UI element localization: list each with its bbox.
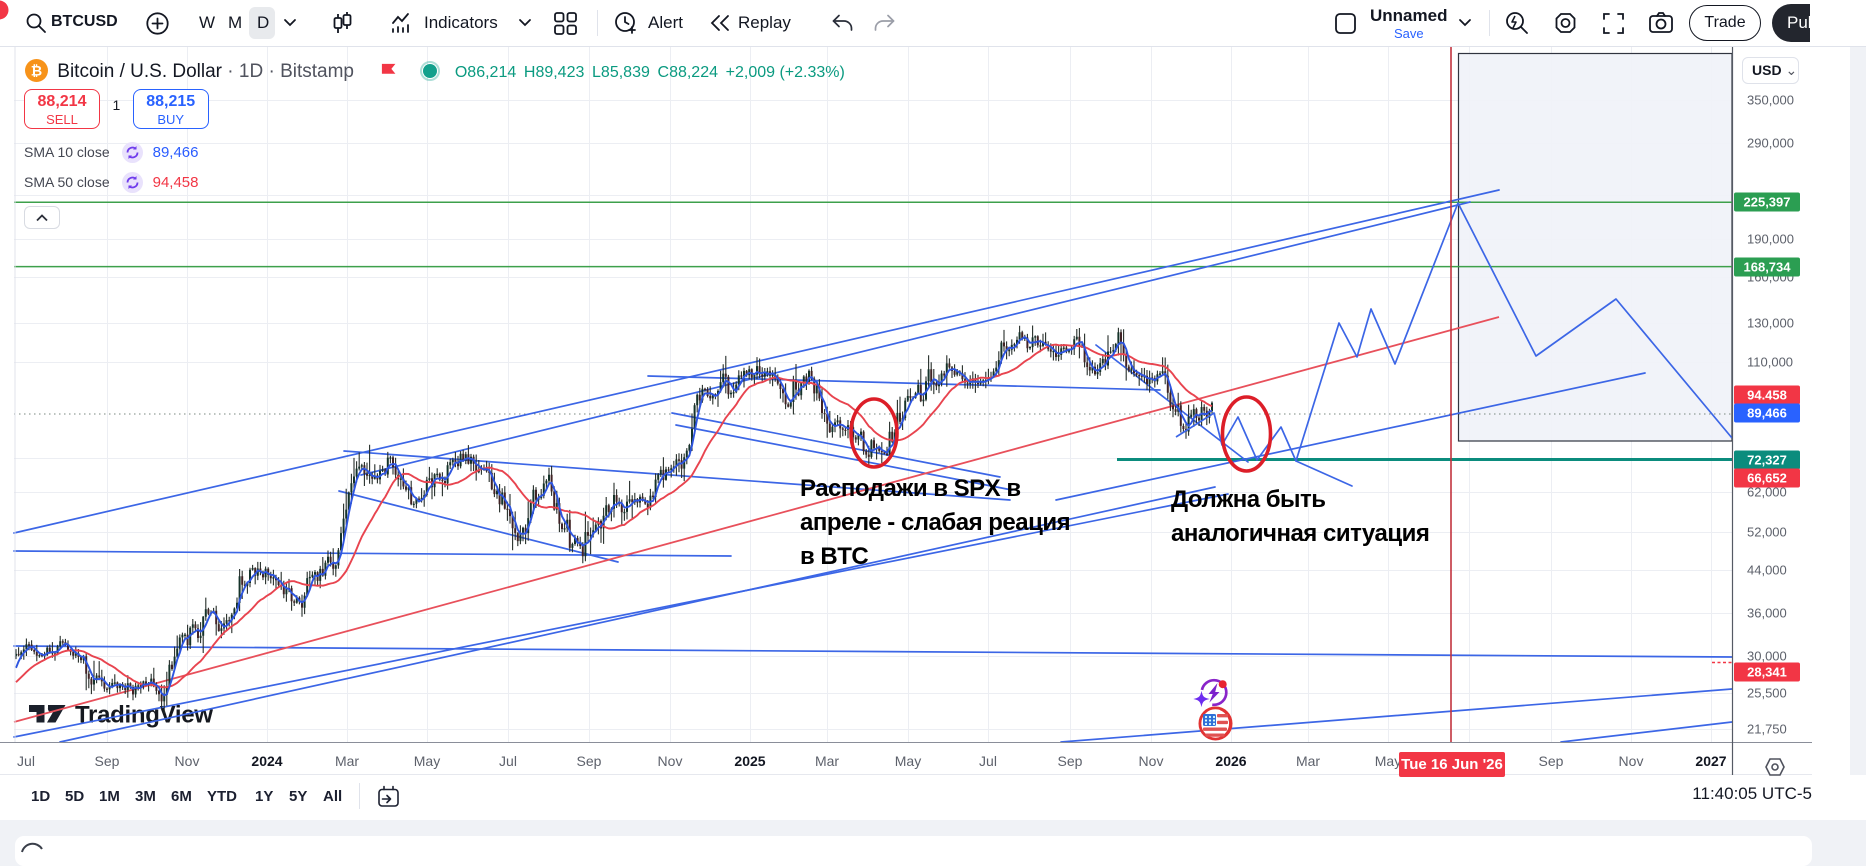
svg-text:₿: ₿ — [31, 63, 42, 79]
svg-text:TradingView: TradingView — [75, 702, 213, 729]
